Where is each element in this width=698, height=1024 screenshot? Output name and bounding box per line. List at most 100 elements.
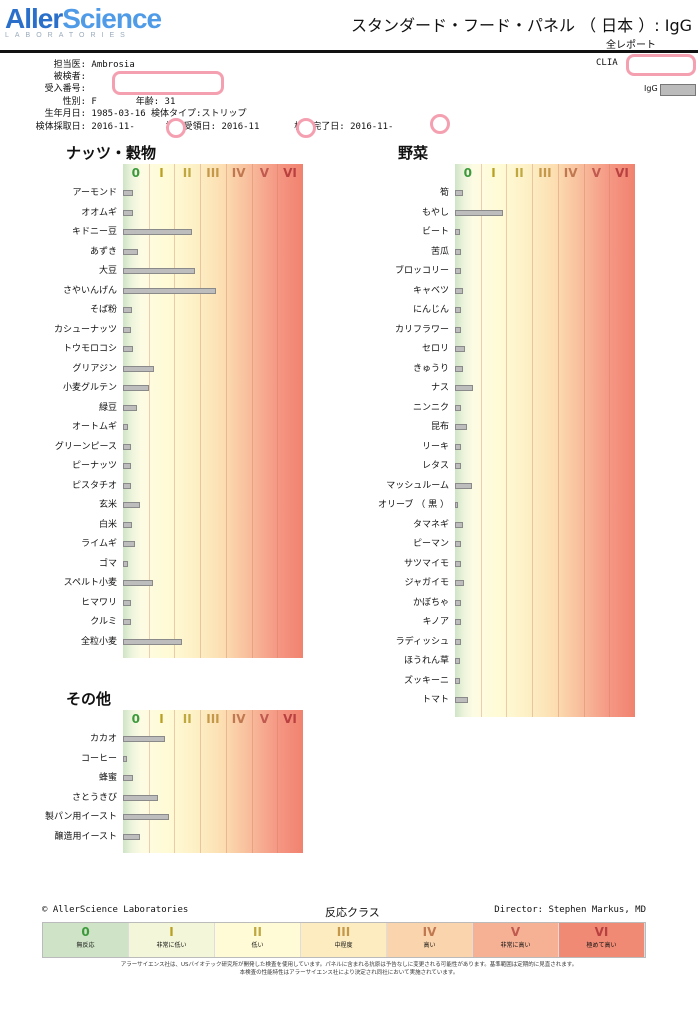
- food-label: もやし: [421, 207, 449, 218]
- specimen-label: 検体タイプ:: [151, 109, 202, 119]
- footnote-1: アラーサイエンス社は、USバイオテック研究所が開発した検査を使用しています。パネ…: [120, 962, 578, 968]
- class-divider: [225, 164, 227, 658]
- section-title-nuts: ナッツ・穀物: [66, 144, 157, 162]
- legend-class: V: [510, 925, 521, 939]
- reaction-bar: [455, 443, 462, 450]
- reaction-bar: [123, 463, 131, 469]
- class-header: V: [259, 166, 269, 180]
- reaction-bar: [123, 365, 154, 372]
- food-label: 白米: [98, 519, 117, 530]
- reaction-bar: [455, 404, 462, 411]
- class-header: I: [159, 712, 164, 726]
- legend-cell: III 中程度: [301, 923, 387, 957]
- food-label: オートムギ: [71, 422, 117, 432]
- class-header: II: [182, 166, 192, 180]
- class-header: I: [491, 166, 496, 180]
- reaction-bar: [455, 463, 462, 469]
- food-label: ゴマ: [98, 558, 117, 569]
- reaction-bar: [455, 326, 462, 333]
- igg-indicator-box: [660, 84, 696, 96]
- reaction-bar: [123, 619, 131, 625]
- reaction-bar: [123, 307, 132, 313]
- redaction-mark: [112, 71, 224, 95]
- food-label: カカオ: [89, 734, 117, 744]
- food-label: オオムギ: [81, 207, 117, 218]
- food-label: カシューナッツ: [53, 324, 117, 335]
- reaction-bar: [455, 677, 461, 684]
- redaction-mark: [430, 114, 450, 134]
- food-label: かぼちゃ: [412, 597, 449, 608]
- reaction-bar: [455, 190, 463, 196]
- reaction-bar: [455, 619, 462, 625]
- legend-class: II: [253, 925, 262, 939]
- food-label: グリアジン: [72, 363, 117, 374]
- age-label: 年齢:: [135, 97, 160, 107]
- reaction-bar: [455, 229, 461, 235]
- sex-age-row: 性別: F 年齢: 31: [30, 96, 176, 108]
- class-header: 0: [131, 166, 141, 180]
- class-header: VI: [283, 712, 297, 726]
- reaction-bar: [455, 307, 462, 313]
- legend-title: 反応クラス: [325, 906, 380, 919]
- received-label: 検体受領日:: [165, 122, 217, 132]
- reaction-bar: [123, 287, 216, 294]
- class-divider: [480, 164, 482, 717]
- reaction-bar: [455, 248, 462, 255]
- reaction-bar: [455, 287, 463, 294]
- food-label: ライムギ: [81, 539, 117, 549]
- food-label: サツマイモ: [403, 558, 449, 569]
- reaction-bar: [123, 248, 139, 255]
- received-value: 2016-11: [221, 122, 260, 132]
- food-label: アーモンド: [72, 188, 117, 198]
- food-label: キノア: [422, 617, 449, 627]
- doctor-value: Ambrosia: [91, 60, 135, 70]
- legend-description: 中程度: [334, 942, 353, 949]
- food-label: あずき: [89, 246, 117, 257]
- food-label: 苦瓜: [430, 246, 449, 257]
- class-header: IV: [231, 166, 246, 180]
- reaction-bar: [455, 346, 466, 352]
- collected-label: 検体採取日:: [35, 122, 86, 132]
- class-gradient: [455, 164, 635, 717]
- dob-value: 1985-03-16: [91, 109, 146, 119]
- reaction-bar: [455, 638, 462, 645]
- reaction-bar: [455, 385, 473, 391]
- food-label: きゅうり: [412, 363, 449, 374]
- food-label: トウモロコシ: [62, 344, 117, 354]
- class-header: V: [591, 166, 601, 180]
- food-label: ビート: [421, 227, 449, 237]
- food-label: グリーンピース: [54, 441, 117, 452]
- food-label: マッシュルーム: [386, 480, 449, 491]
- food-label: にんじん: [412, 305, 449, 315]
- legend-class: IV: [422, 925, 437, 939]
- class-gradient: [123, 710, 303, 853]
- director: Director: Stephen Markus, MD: [494, 905, 646, 915]
- reaction-bar: [455, 209, 503, 216]
- class-header: IV: [563, 166, 578, 180]
- food-label: ヒマワリ: [80, 597, 117, 608]
- dob-row: 生年月日: 1985-03-16 検体タイプ:ストリップ: [30, 108, 247, 120]
- doctor-label: 担当医:: [53, 60, 86, 70]
- reaction-bar: [123, 326, 131, 333]
- igg-label: IgG: [644, 84, 658, 93]
- report-title: スタンダード・フード・パネル （ 日本 ）: IgG: [350, 16, 692, 35]
- food-label: キドニー豆: [71, 227, 117, 237]
- food-label: さやいんげん: [62, 285, 117, 296]
- food-label: 醸造用イースト: [54, 831, 117, 842]
- reaction-bar: [123, 190, 134, 196]
- food-label: リーキ: [421, 441, 449, 452]
- redaction-mark: [296, 118, 316, 138]
- food-label: ジャガイモ: [404, 578, 449, 588]
- legend-cell: 0 無反応: [43, 923, 129, 957]
- food-label: ニンニク: [412, 402, 449, 413]
- food-label: 製パン用イースト: [44, 812, 117, 822]
- reaction-bar: [123, 424, 129, 430]
- subject-row: 被検者:: [30, 71, 86, 83]
- full-report-label: 全レポート: [606, 40, 656, 51]
- class-divider: [225, 710, 227, 853]
- class-header: II: [514, 166, 524, 180]
- food-label: カリフラワー: [394, 324, 449, 335]
- food-label: スペルト小麦: [63, 578, 117, 588]
- food-label: 小麦グルテン: [62, 383, 117, 393]
- legend-class: VI: [594, 925, 609, 939]
